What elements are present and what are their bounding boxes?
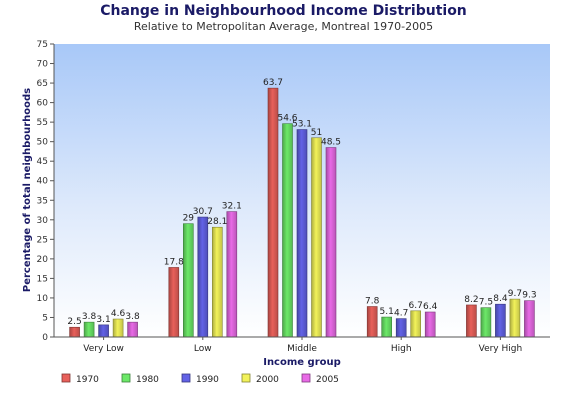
- data-label: 4.7: [394, 309, 408, 319]
- y-tick-label: 65: [37, 79, 48, 89]
- y-tick-label: 0: [42, 333, 48, 343]
- legend-label: 2000: [256, 375, 279, 385]
- data-label: 53.1: [292, 120, 312, 130]
- bar-1970-very-low: [69, 326, 80, 338]
- legend-swatch-2000: [241, 373, 251, 383]
- legend-swatch-2005: [301, 373, 311, 383]
- data-label: 3.8: [82, 312, 97, 322]
- x-axis-label: Income group: [263, 357, 341, 368]
- category-label: High: [391, 344, 412, 354]
- bar-1970-high: [366, 306, 378, 338]
- bar-1990-very-high: [495, 303, 506, 338]
- y-tick-label: 40: [37, 177, 49, 187]
- data-label: 8.2: [464, 295, 478, 305]
- data-label: 6.7: [409, 301, 423, 311]
- bar-2005-very-low: [127, 321, 138, 338]
- data-labels: 2.53.8 3.14.6 3.817.82930.728.132.163.754.…: [67, 78, 536, 327]
- legend-label: 1980: [136, 375, 159, 385]
- bar-1980-very-high: [480, 307, 492, 338]
- bar-2000-very-low: [112, 318, 124, 338]
- data-label: 3.1: [96, 315, 110, 325]
- y-tick-label: 75: [37, 40, 48, 50]
- bar-2005-very-high: [524, 300, 535, 338]
- bar-1970-middle: [267, 87, 279, 338]
- bar-1980-middle: [282, 123, 293, 338]
- y-tick-label: 50: [37, 138, 49, 148]
- category-label: Very Low: [83, 344, 124, 354]
- y-tick-label: 25: [37, 235, 48, 245]
- legend-swatch-1980: [121, 373, 131, 383]
- x-axis: Very Low Low Middle High Very High: [54, 336, 550, 354]
- category-label: Low: [194, 344, 212, 354]
- data-label: 5.1: [380, 307, 394, 317]
- data-label: 51: [311, 128, 322, 138]
- bar-1990-middle: [296, 129, 308, 338]
- data-label: 9.3: [522, 291, 536, 301]
- bar-1980-low: [183, 223, 194, 338]
- data-label: 4.6: [111, 309, 126, 319]
- chart-title: Change in Neighbourhood Income Distribut…: [100, 3, 467, 19]
- bar-1990-very-low: [98, 324, 109, 338]
- bar-2000-very-high: [509, 298, 521, 338]
- data-label: 28.1: [207, 217, 227, 227]
- data-label: 63.7: [263, 78, 283, 88]
- y-tick-label: 10: [37, 294, 49, 304]
- data-label: 8.4: [493, 294, 508, 304]
- data-label: 7.5: [479, 298, 493, 308]
- y-axis: 0 5 10 15 20 25 30 35 40 45 50 55 60 65 70 75: [37, 40, 55, 343]
- bar-2005-low: [226, 211, 238, 338]
- y-tick-label: 15: [37, 274, 48, 284]
- bar-2005-high: [424, 311, 436, 338]
- y-axis-label: Percentage of total neighbourhoods: [22, 88, 33, 292]
- y-tick-label: 70: [37, 60, 49, 70]
- bar-1990-low: [197, 216, 209, 338]
- legend-swatch-1970: [61, 373, 71, 383]
- bar-1970-low: [168, 267, 180, 338]
- legend-label: 1970: [76, 375, 99, 385]
- bar-2000-middle: [311, 137, 322, 338]
- data-label: 3.8: [125, 312, 140, 322]
- y-tick-label: 30: [37, 216, 49, 226]
- legend: 1970 1980 1990 2000 2005: [61, 373, 339, 385]
- category-label: Very High: [479, 344, 523, 354]
- data-label: 54.6: [277, 114, 297, 124]
- y-tick-label: 55: [37, 118, 48, 128]
- bar-1980-very-low: [83, 321, 95, 338]
- y-tick-label: 20: [37, 255, 49, 265]
- chart-subtitle: Relative to Metropolitan Average, Montre…: [133, 20, 434, 33]
- legend-label: 1990: [196, 375, 219, 385]
- bar-2000-low: [212, 226, 223, 338]
- bar-1970-very-high: [466, 304, 477, 338]
- bars: [69, 87, 535, 338]
- bar-1990-high: [395, 318, 407, 338]
- bar-2005-middle: [325, 147, 337, 338]
- data-label: 6.4: [423, 302, 438, 312]
- category-label: Middle: [287, 344, 317, 354]
- y-tick-label: 35: [37, 196, 48, 206]
- data-label: 32.1: [222, 202, 242, 212]
- y-tick-label: 5: [42, 313, 48, 323]
- data-label: 17.8: [164, 257, 184, 267]
- data-label: 2.5: [67, 317, 81, 327]
- legend-label: 2005: [316, 375, 339, 385]
- bar-1980-high: [381, 316, 393, 338]
- data-label: 9.7: [508, 289, 522, 299]
- y-tick-label: 60: [37, 99, 49, 109]
- legend-swatch-1990: [181, 373, 191, 383]
- data-label: 48.5: [321, 138, 341, 148]
- data-label: 29: [183, 214, 195, 224]
- y-tick-label: 45: [37, 157, 48, 167]
- data-label: 30.7: [193, 207, 213, 217]
- bar-2000-high: [410, 310, 422, 338]
- data-label: 7.8: [365, 297, 380, 307]
